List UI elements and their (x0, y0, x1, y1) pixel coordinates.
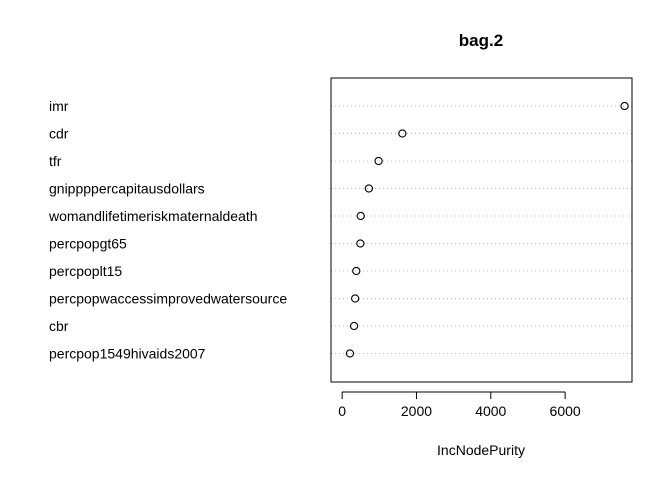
data-point (398, 129, 407, 138)
category-label: cbr (49, 318, 69, 334)
x-tick-label: 0 (338, 403, 346, 419)
x-axis-label: IncNodePurity (437, 442, 525, 458)
data-point (364, 184, 374, 193)
chart-title: bag.2 (459, 31, 503, 50)
data-point (349, 321, 359, 331)
grid-lines (331, 105, 632, 354)
category-label: imr (49, 98, 69, 114)
x-axis: 0 2000 4000 6000 (338, 391, 581, 419)
category-label: percpopwaccessimprovedwatersource (49, 291, 287, 307)
category-label: cdr (49, 126, 69, 142)
data-points (345, 101, 629, 358)
category-label: womandlifetimeriskmaternaldeath (48, 208, 258, 224)
data-point (356, 239, 365, 248)
category-label: percpoplt15 (49, 263, 122, 279)
data-point (352, 266, 361, 276)
category-labels: imr cdr tfr gnippppercapitausdollars womandl… (48, 98, 287, 362)
category-label: gnippppercapitausdollars (49, 181, 205, 197)
data-point (374, 156, 383, 166)
data-point (351, 294, 360, 303)
data-point (356, 211, 365, 221)
data-point (345, 349, 355, 358)
x-tick-label: 2000 (401, 403, 432, 419)
data-point (620, 101, 629, 111)
category-label: percpop1549hivaids2007 (49, 346, 206, 362)
x-tick-label: 4000 (475, 403, 506, 419)
plot-frame (330, 77, 633, 383)
x-tick-label: 6000 (550, 403, 581, 419)
category-label: percpopgt65 (49, 236, 127, 252)
category-label: tfr (49, 153, 62, 169)
